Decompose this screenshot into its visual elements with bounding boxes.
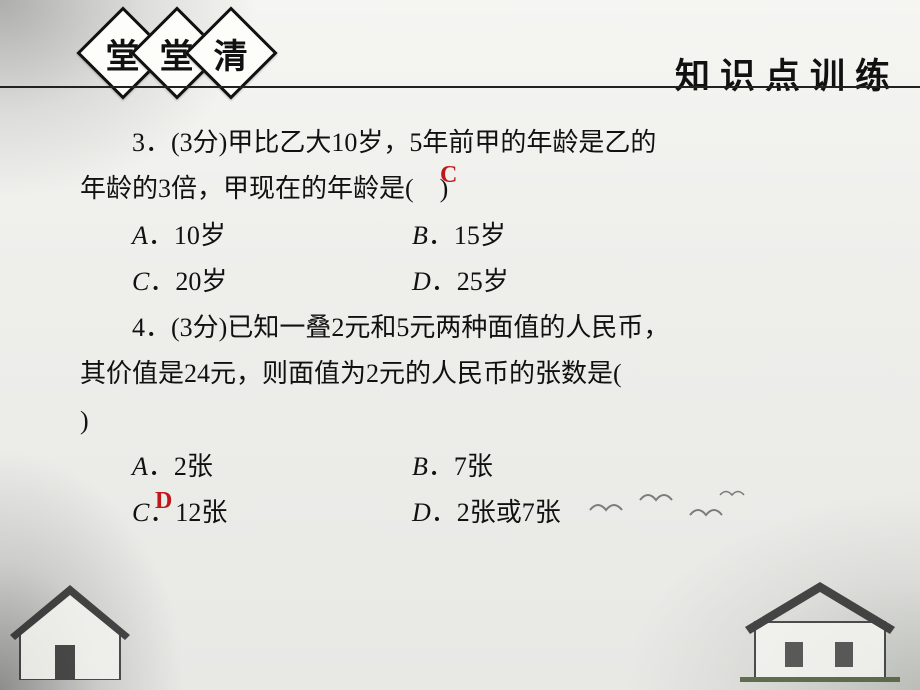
q3-optD-text: ．25岁 [431, 267, 509, 296]
house-right-icon [740, 572, 900, 682]
q3-option-c: C．20岁 [132, 259, 412, 305]
q3-optB-text: ．15岁 [428, 221, 506, 250]
q4-option-d: D．2张或7张 [412, 490, 561, 536]
q3-optD-letter: D [412, 267, 431, 296]
q4-answer: D [155, 480, 172, 523]
q4-optB-letter: B [412, 452, 428, 481]
slide-header: 堂 堂 清 知识点训练 [0, 0, 920, 100]
diamond-3-char: 清 [214, 29, 248, 78]
q4-optC-letter: C [132, 498, 149, 527]
q4-option-a: A．2张 [132, 444, 412, 490]
header-divider [0, 86, 920, 88]
q3-stem-pre: 年龄的3倍，甲现在的年龄是( [80, 174, 414, 203]
q3-optC-letter: C [132, 267, 149, 296]
house-left-icon [10, 560, 130, 680]
q4-optD-letter: D [412, 498, 431, 527]
q4-stem-line1: 4．(3分)已知一叠2元和5元两种面值的人民币， [80, 305, 860, 351]
q3-stem-line1: 3．(3分)甲比乙大10岁，5年前甲的年龄是乙的 [80, 120, 860, 166]
q4-option-c: C．12张 [132, 490, 412, 536]
q3-optA-letter: A [132, 221, 148, 250]
q3-optB-letter: B [412, 221, 428, 250]
q3-optC-text: ．20岁 [149, 267, 227, 296]
q4-stem-line3: ) [80, 398, 860, 444]
diamond-title-group: 堂 堂 清 [90, 20, 252, 86]
q4-optD-text: ．2张或7张 [431, 498, 561, 527]
header-subtitle: 知识点训练 [675, 48, 900, 99]
q4-optB-text: ．7张 [428, 452, 493, 481]
q3-option-d: D．25岁 [412, 259, 509, 305]
q4-optA-letter: A [132, 452, 148, 481]
q3-option-a: A．10岁 [132, 213, 412, 259]
q3-optA-text: ．10岁 [148, 221, 226, 250]
q3-options-row2: C．20岁 D．25岁 [80, 259, 860, 305]
q3-stem-post: ) [440, 174, 449, 203]
q3-option-b: B．15岁 [412, 213, 506, 259]
q3-options-row1: A．10岁 B．15岁 [80, 213, 860, 259]
birds-icon [580, 480, 760, 540]
q4-option-b: B．7张 [412, 444, 493, 490]
q4-optA-text: ．2张 [148, 452, 213, 481]
q3-stem-line2: 年龄的3倍，甲现在的年龄是( ) [80, 166, 860, 212]
q4-stem-line2: 其价值是24元，则面值为2元的人民币的张数是( [80, 351, 860, 397]
content-area: C D 3．(3分)甲比乙大10岁，5年前甲的年龄是乙的 年龄的3倍，甲现在的年… [0, 100, 920, 536]
